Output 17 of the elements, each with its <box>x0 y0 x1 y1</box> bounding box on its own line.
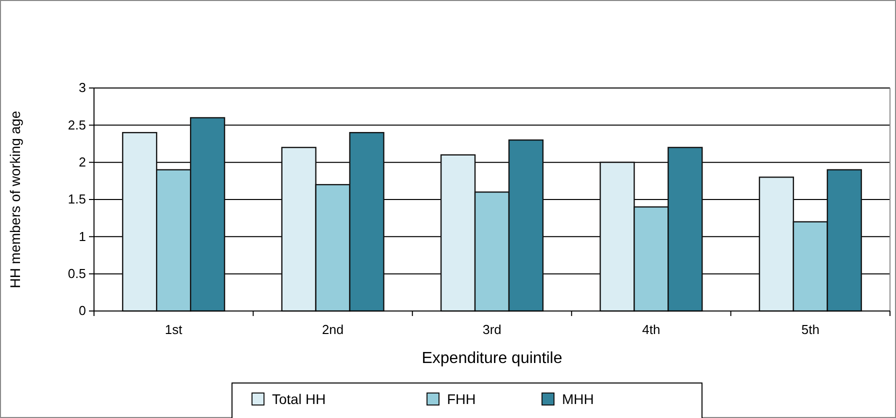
x-tick-label: 1st <box>164 322 183 337</box>
x-tick-label: 4th <box>642 322 660 337</box>
y-tick-label: 1.5 <box>68 192 86 207</box>
legend-label: Total HH <box>272 391 326 407</box>
y-tick-label: 0.5 <box>68 266 86 281</box>
x-axis-title: Expenditure quintile <box>422 350 562 367</box>
legend-label: FHH <box>447 391 476 407</box>
y-tick-label: 0 <box>78 303 86 318</box>
y-tick-label: 2.5 <box>68 117 86 132</box>
y-tick-label: 1 <box>78 228 86 244</box>
x-tick-label: 5th <box>801 322 820 337</box>
y-axis-title: HH members of working age <box>7 110 23 288</box>
x-tick-label: 3rd <box>482 322 502 337</box>
y-tick-label: 2 <box>78 154 86 170</box>
legend-label: MHH <box>562 391 594 407</box>
y-tick-label: 3 <box>78 80 86 96</box>
x-tick-label: 2nd <box>322 322 344 337</box>
